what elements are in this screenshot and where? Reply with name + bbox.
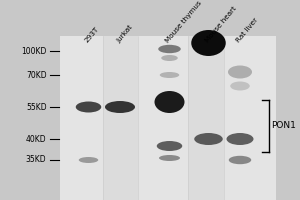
- Ellipse shape: [157, 141, 182, 151]
- Ellipse shape: [105, 101, 135, 113]
- Ellipse shape: [229, 156, 251, 164]
- Ellipse shape: [154, 91, 184, 113]
- Text: Mouse thymus: Mouse thymus: [165, 0, 203, 44]
- FancyBboxPatch shape: [224, 36, 276, 200]
- Text: 100KD: 100KD: [21, 46, 46, 55]
- Ellipse shape: [79, 157, 98, 163]
- Ellipse shape: [226, 133, 254, 145]
- Ellipse shape: [76, 102, 101, 112]
- Text: 35KD: 35KD: [26, 156, 46, 164]
- Text: Jurkat: Jurkat: [116, 24, 134, 44]
- Ellipse shape: [159, 155, 180, 161]
- Ellipse shape: [191, 30, 226, 56]
- Text: PON1: PON1: [272, 121, 296, 130]
- Ellipse shape: [160, 72, 179, 78]
- Ellipse shape: [230, 82, 250, 90]
- Text: Rat liver: Rat liver: [236, 17, 260, 44]
- Ellipse shape: [161, 55, 178, 61]
- FancyBboxPatch shape: [103, 36, 138, 200]
- Text: Mouse heart: Mouse heart: [204, 6, 237, 44]
- Text: 55KD: 55KD: [26, 102, 46, 112]
- FancyBboxPatch shape: [60, 36, 103, 200]
- Ellipse shape: [158, 45, 181, 53]
- Ellipse shape: [228, 66, 252, 78]
- Text: 40KD: 40KD: [26, 134, 46, 144]
- FancyBboxPatch shape: [138, 36, 188, 200]
- Text: 293T: 293T: [84, 26, 100, 44]
- FancyBboxPatch shape: [188, 36, 224, 200]
- Text: 70KD: 70KD: [26, 71, 46, 79]
- Ellipse shape: [194, 133, 223, 145]
- FancyBboxPatch shape: [60, 36, 276, 200]
